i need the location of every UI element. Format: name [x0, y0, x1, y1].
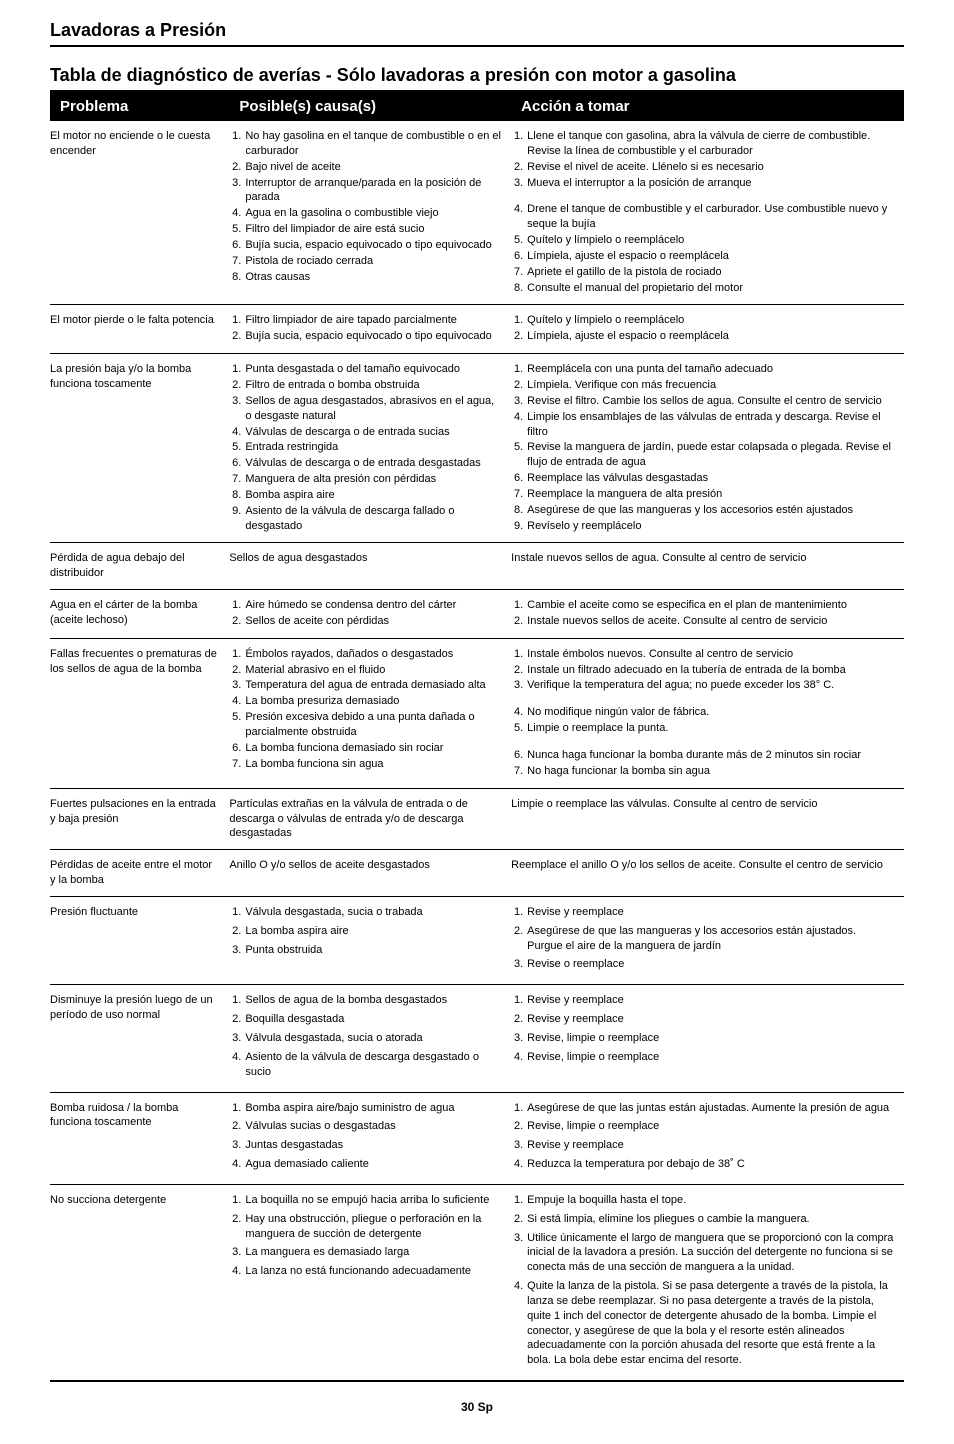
- table-row: Pérdidas de aceite entre el motor y la b…: [50, 850, 904, 897]
- action-cell: 1.Revise y reemplace2.Asegúrese de que l…: [511, 896, 904, 984]
- table-row: El motor no enciende o le cuesta encende…: [50, 121, 904, 305]
- header-problem: Problema: [50, 92, 229, 121]
- cause-cell: 1.Bomba aspira aire/bajo suministro de a…: [229, 1092, 511, 1184]
- cause-cell: 1.Aire húmedo se condensa dentro del cár…: [229, 590, 511, 639]
- action-cell: 1.Empuje la boquilla hasta el tope.2.Si …: [511, 1184, 904, 1381]
- cause-cell: Partículas extrañas en la válvula de ent…: [229, 788, 511, 850]
- cause-cell: Anillo O y/o sellos de aceite desgastado…: [229, 850, 511, 897]
- problem-cell: El motor pierde o le falta potencia: [50, 305, 229, 354]
- table-row: El motor pierde o le falta potencia1.Fil…: [50, 305, 904, 354]
- table-row: La presión baja y/o la bomba funciona to…: [50, 354, 904, 543]
- cause-cell: 1.Émbolos rayados, dañados o desgastados…: [229, 638, 511, 788]
- action-cell: 1.Llene el tanque con gasolina, abra la …: [511, 121, 904, 305]
- cause-cell: 1.No hay gasolina en el tanque de combus…: [229, 121, 511, 305]
- problem-cell: Pérdida de agua debajo del distribuidor: [50, 543, 229, 590]
- problem-cell: El motor no enciende o le cuesta encende…: [50, 121, 229, 305]
- action-cell: 1.Quítelo y límpielo o reemplácelo2.Límp…: [511, 305, 904, 354]
- problem-cell: Disminuye la presión luego de un período…: [50, 985, 229, 1092]
- problem-cell: Fuertes pulsaciones en la entrada y baja…: [50, 788, 229, 850]
- problem-cell: La presión baja y/o la bomba funciona to…: [50, 354, 229, 543]
- section-title: Tabla de diagnóstico de averías - Sólo l…: [50, 65, 904, 92]
- header-cause: Posible(s) causa(s): [229, 92, 511, 121]
- action-cell: Reemplace el anillo O y/o los sellos de …: [511, 850, 904, 897]
- problem-cell: Presión fluctuante: [50, 896, 229, 984]
- page-footer: 30 Sp: [50, 1400, 904, 1414]
- table-row: Agua en el cárter de la bomba (aceite le…: [50, 590, 904, 639]
- problem-cell: Agua en el cárter de la bomba (aceite le…: [50, 590, 229, 639]
- cause-cell: 1.Sellos de agua de la bomba desgastados…: [229, 985, 511, 1092]
- cause-cell: 1.Punta desgastada o del tamaño equivoca…: [229, 354, 511, 543]
- problem-cell: No succiona detergente: [50, 1184, 229, 1381]
- problem-cell: Fallas frecuentes o prematuras de los se…: [50, 638, 229, 788]
- doc-title: Lavadoras a Presión: [50, 20, 904, 47]
- cause-cell: 1.Válvula desgastada, sucia o trabada2.L…: [229, 896, 511, 984]
- table-row: No succiona detergente1.La boquilla no s…: [50, 1184, 904, 1381]
- table-row: Disminuye la presión luego de un período…: [50, 985, 904, 1092]
- table-row: Presión fluctuante1.Válvula desgastada, …: [50, 896, 904, 984]
- problem-cell: Bomba ruidosa / la bomba funciona toscam…: [50, 1092, 229, 1184]
- table-row: Fallas frecuentes o prematuras de los se…: [50, 638, 904, 788]
- cause-cell: Sellos de agua desgastados: [229, 543, 511, 590]
- action-cell: 1.Revise y reemplace2.Revise y reemplace…: [511, 985, 904, 1092]
- action-cell: 1.Asegúrese de que las juntas están ajus…: [511, 1092, 904, 1184]
- table-row: Fuertes pulsaciones en la entrada y baja…: [50, 788, 904, 850]
- action-cell: 1.Instale émbolos nuevos. Consulte al ce…: [511, 638, 904, 788]
- action-cell: Instale nuevos sellos de agua. Consulte …: [511, 543, 904, 590]
- action-cell: Limpie o reemplace las válvulas. Consult…: [511, 788, 904, 850]
- cause-cell: 1.La boquilla no se empujó hacia arriba …: [229, 1184, 511, 1381]
- table-row: Pérdida de agua debajo del distribuidorS…: [50, 543, 904, 590]
- troubleshooting-table: Problema Posible(s) causa(s) Acción a to…: [50, 92, 904, 1382]
- action-cell: 1.Reemplácela con una punta del tamaño a…: [511, 354, 904, 543]
- action-cell: 1.Cambie el aceite como se especifica en…: [511, 590, 904, 639]
- problem-cell: Pérdidas de aceite entre el motor y la b…: [50, 850, 229, 897]
- header-action: Acción a tomar: [511, 92, 904, 121]
- cause-cell: 1.Filtro limpiador de aire tapado parcia…: [229, 305, 511, 354]
- table-row: Bomba ruidosa / la bomba funciona toscam…: [50, 1092, 904, 1184]
